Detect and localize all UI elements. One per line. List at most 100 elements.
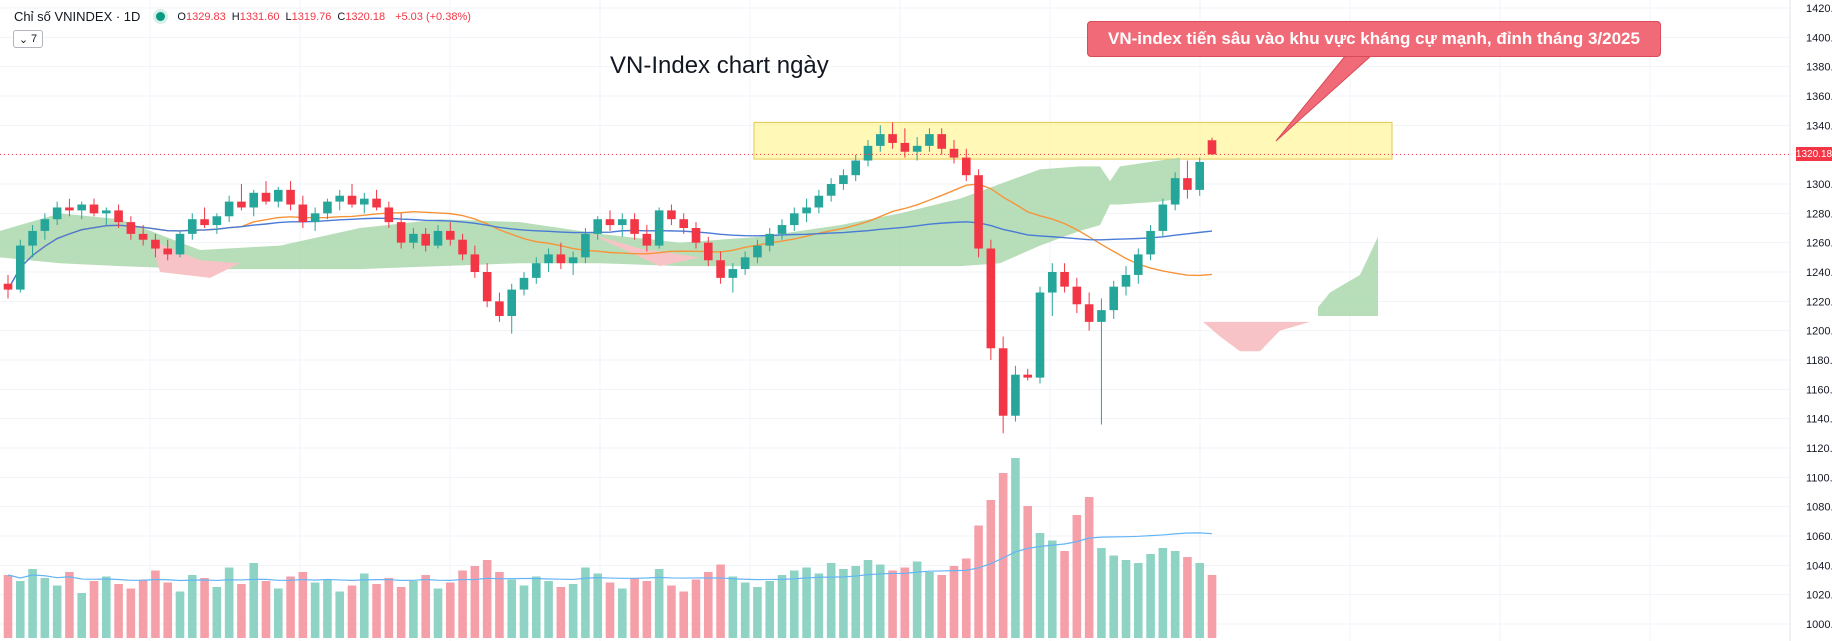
candle-body: [863, 145, 873, 161]
volume-bar: [347, 585, 357, 638]
candle-body: [114, 210, 123, 223]
y-tick-label: 1340.00: [1806, 120, 1832, 132]
volume-bar: [151, 570, 160, 638]
candle-body: [937, 134, 947, 149]
candle-body: [1060, 272, 1069, 287]
volume-bar: [998, 473, 1008, 638]
candle-body: [949, 148, 959, 158]
volume-bar: [126, 588, 136, 638]
indicator-collapse-button[interactable]: ⌄ 7: [13, 30, 43, 48]
volume-bar: [28, 569, 37, 638]
candle-body: [310, 213, 320, 223]
volume-bar: [273, 588, 283, 638]
volume-bar: [679, 591, 689, 638]
candle-body: [839, 175, 848, 184]
volume-bar: [617, 588, 627, 638]
volume-bar: [556, 587, 566, 638]
symbol-name[interactable]: Chỉ số VNINDEX · 1D: [14, 9, 141, 24]
candle-body: [728, 269, 738, 278]
candle-body: [703, 242, 713, 261]
candle-body: [1146, 230, 1155, 255]
candle-body: [347, 195, 357, 205]
candle-body: [1011, 374, 1020, 416]
volume-bar: [433, 588, 443, 638]
volume-bar: [114, 584, 123, 638]
candle-body: [593, 219, 603, 234]
candle-body: [163, 248, 173, 255]
candle-body: [273, 189, 283, 202]
ichimoku-cloud-bearish: [590, 233, 700, 267]
candle-body: [814, 195, 824, 208]
ohlc-high: H1331.60: [231, 10, 280, 23]
ichimoku-cloud-bullish: [0, 157, 1180, 270]
volume-bar: [814, 573, 824, 638]
y-tick-label: 1200.00: [1806, 326, 1832, 338]
candle-body: [224, 201, 234, 217]
candle-body: [900, 142, 910, 152]
candle-body: [740, 257, 750, 270]
volume-bar: [1011, 458, 1020, 638]
volume-bar: [40, 578, 50, 638]
volume-bar: [77, 593, 87, 638]
volume-bar: [1097, 548, 1106, 638]
candle-body: [249, 192, 259, 208]
annotation-callout[interactable]: VN-index tiến sâu vào khu vực kháng cự m…: [1087, 21, 1661, 57]
candle-body: [298, 204, 308, 223]
volume-bar: [384, 578, 394, 638]
candle-body: [1035, 292, 1045, 378]
y-tick-label: 1260.00: [1806, 238, 1832, 250]
candle-body: [581, 233, 590, 258]
y-tick-label: 1420.00: [1806, 3, 1832, 15]
y-tick-label: 1240.00: [1806, 267, 1832, 279]
volume-bar: [298, 572, 308, 638]
candle-body: [89, 204, 99, 214]
volume-bar: [826, 563, 836, 638]
candle-body: [605, 219, 615, 226]
ohlc-low: L1319.76: [285, 10, 332, 23]
candle-body: [261, 192, 271, 202]
candle-body: [519, 277, 529, 290]
volume-bar: [1183, 557, 1192, 638]
ichimoku-cloud-bearish: [1203, 321, 1310, 352]
candle-body: [544, 254, 553, 264]
candle-body: [372, 198, 381, 208]
volume-bar: [359, 573, 369, 638]
volume-bar: [605, 582, 615, 638]
candle-body: [777, 225, 787, 234]
candle-body: [925, 134, 934, 146]
chart-title: VN-Index chart ngày: [610, 52, 829, 79]
volume-bar: [212, 587, 222, 638]
volume-bar: [286, 576, 295, 638]
volume-bar: [15, 581, 25, 638]
volume-bar: [175, 591, 185, 638]
volume-bar: [1133, 563, 1143, 638]
y-tick-label: 1280.00: [1806, 208, 1832, 220]
volume-bar: [237, 584, 246, 638]
volume-bar: [974, 525, 983, 638]
candle-body: [1097, 310, 1106, 322]
volume-bar: [1207, 575, 1217, 638]
candle-body: [617, 219, 627, 226]
volume-bar: [52, 585, 62, 638]
volume-bar: [89, 581, 99, 638]
candle-body: [396, 222, 406, 243]
candle-body: [40, 219, 50, 231]
y-tick-label: 1060.00: [1806, 531, 1832, 543]
ichimoku-cloud-bullish: [1318, 236, 1378, 316]
y-tick-label: 1120.00: [1806, 443, 1832, 455]
volume-bar: [789, 570, 799, 638]
candle-body: [691, 228, 701, 243]
candle-body: [1207, 140, 1217, 155]
volume-bar: [544, 581, 553, 638]
candle-body: [642, 233, 652, 246]
candle-body: [998, 348, 1008, 416]
chevron-down-icon: ⌄: [18, 33, 29, 46]
volume-bar: [531, 576, 541, 638]
y-tick-label: 1040.00: [1806, 560, 1832, 572]
market-status-icon: [156, 12, 166, 21]
y-tick-label: 1020.00: [1806, 590, 1832, 602]
volume-bar: [200, 578, 209, 638]
candle-body: [789, 213, 799, 226]
